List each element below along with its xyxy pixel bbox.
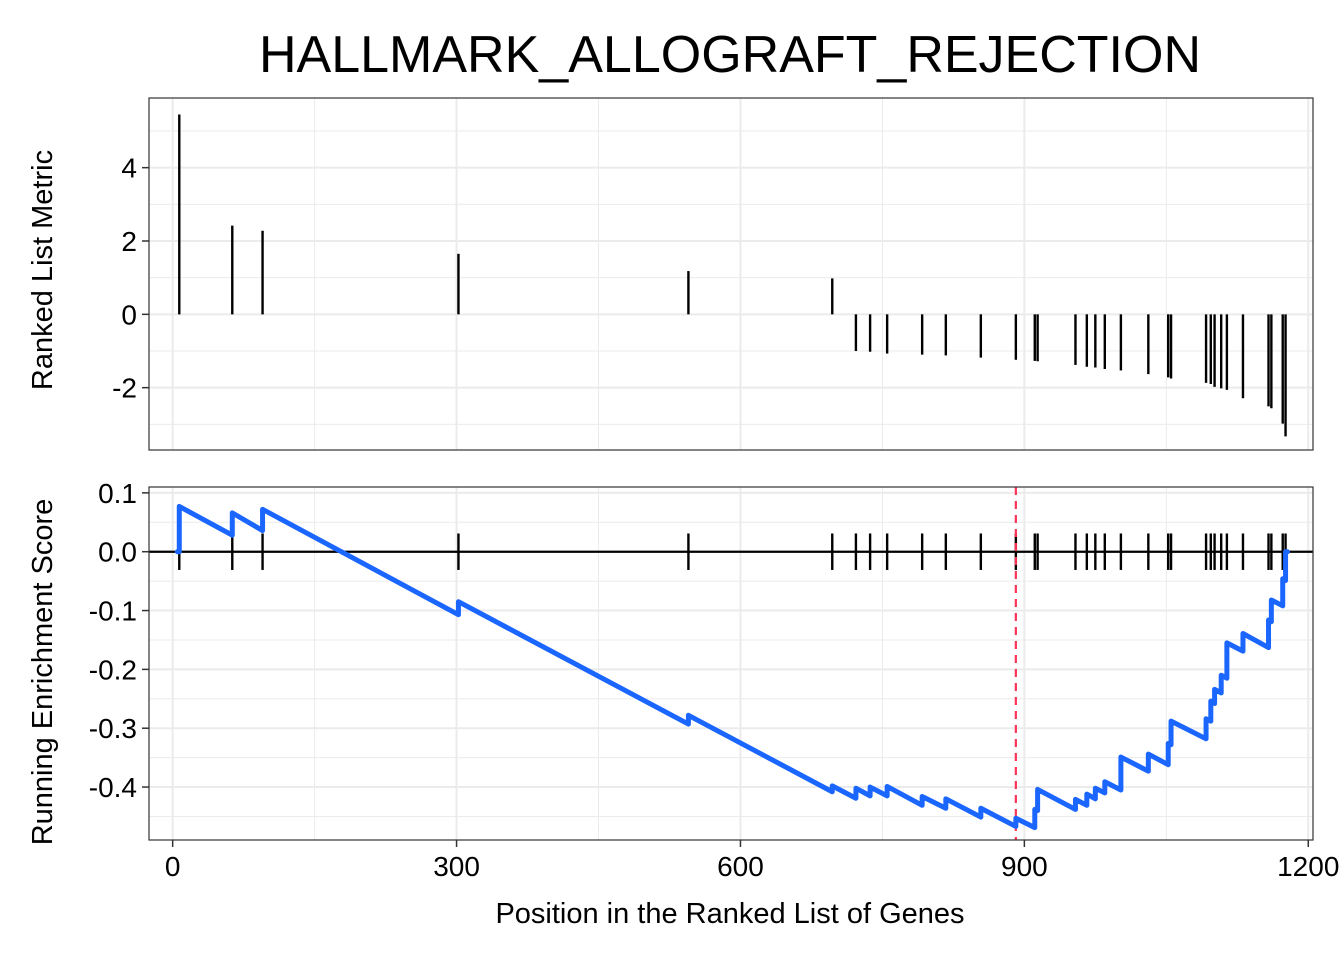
y-tick-label: 4 bbox=[121, 153, 137, 184]
y-tick-label: -2 bbox=[112, 373, 137, 404]
ranked-metric-y-ticks: 4 2 0 -2 bbox=[112, 153, 149, 404]
enrichment-score-y-ticks: 0.1 0.0 -0.1 -0.2 -0.3 -0.4 bbox=[89, 478, 149, 803]
y-tick-label: 0 bbox=[121, 299, 137, 330]
x-axis-title: Position in the Ranked List of Genes bbox=[495, 898, 964, 930]
chart-title: HALLMARK_ALLOGRAFT_REJECTION bbox=[259, 26, 1201, 84]
x-tick-label: 900 bbox=[1001, 851, 1048, 882]
enrichment-score-panel: 0.1 0.0 -0.1 -0.2 -0.3 -0.4 bbox=[89, 478, 1314, 841]
y-tick-label: 0.1 bbox=[98, 478, 137, 509]
ranked-metric-bars bbox=[178, 114, 1287, 437]
y-tick-label: -0.2 bbox=[89, 654, 137, 685]
enrichment-score-y-axis-title: Running Enrichment Score bbox=[27, 499, 59, 846]
y-tick-label: -0.4 bbox=[89, 772, 137, 803]
y-tick-label: 0.0 bbox=[98, 537, 137, 568]
ranked-metric-panel-border bbox=[148, 97, 1314, 451]
x-tick-label: 600 bbox=[717, 851, 764, 882]
y-tick-label: 2 bbox=[121, 226, 137, 257]
enrichment-score-panel-border bbox=[148, 486, 1314, 841]
ranked-metric-panel: 4 2 0 -2 bbox=[112, 97, 1314, 451]
running-score-line bbox=[174, 503, 1290, 831]
x-tick-label: 0 bbox=[165, 851, 181, 882]
y-tick-label: -0.1 bbox=[89, 596, 137, 627]
x-tick-label: 1200 bbox=[1277, 851, 1339, 882]
x-axis-ticks: 0 300 600 900 1200 bbox=[165, 840, 1339, 882]
ranked-metric-gridlines bbox=[149, 98, 1313, 450]
y-tick-label: -0.3 bbox=[89, 713, 137, 744]
ranked-metric-y-axis-title: Ranked List Metric bbox=[27, 150, 59, 390]
x-tick-label: 300 bbox=[433, 851, 480, 882]
